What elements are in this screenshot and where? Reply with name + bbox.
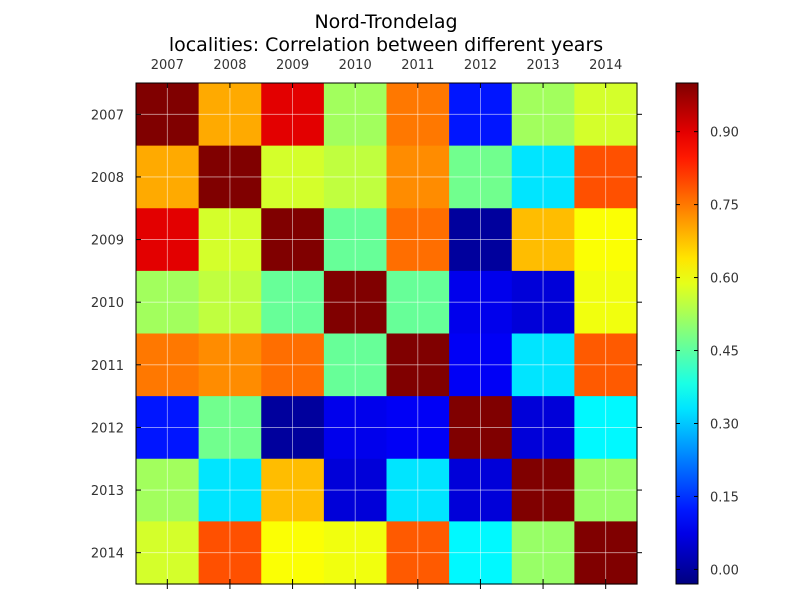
colorbar-gradient xyxy=(675,82,699,585)
x-tick-label: 2009 xyxy=(276,58,309,73)
y-tick-label: 2011 xyxy=(91,359,124,374)
x-tick-label: 2011 xyxy=(401,58,434,73)
plot-frame xyxy=(135,82,638,585)
colorbar-tick-label: 0.45 xyxy=(710,345,739,360)
y-tick-label: 2007 xyxy=(91,108,124,123)
x-tick-label: 2014 xyxy=(589,58,622,73)
y-tick-label: 2012 xyxy=(91,421,124,436)
heatmap-cells xyxy=(136,83,638,585)
y-axis-ticks: 2007 2008 2009 2010 2011 2012 2013 2014 xyxy=(91,108,642,562)
grid-lines xyxy=(136,83,637,584)
y-tick-label: 2014 xyxy=(91,547,124,562)
colorbar-tick-label: 0.00 xyxy=(710,563,739,578)
y-tick-label: 2009 xyxy=(91,234,124,249)
x-tick-label: 2013 xyxy=(527,58,560,73)
y-tick-label: 2010 xyxy=(91,296,124,311)
colorbar-tick-label: 0.75 xyxy=(710,199,739,214)
x-tick-label: 2008 xyxy=(213,58,246,73)
x-tick-label: 2012 xyxy=(464,58,497,73)
y-tick-label: 2013 xyxy=(91,484,124,499)
x-axis-ticks: 2007 2008 2009 2010 2011 2012 2013 2014 xyxy=(151,58,622,589)
colorbar-tick-label: 0.90 xyxy=(710,126,739,141)
chart-title: Nord-Trondelag xyxy=(314,11,457,33)
colorbar: 0.00 0.15 0.30 0.45 0.60 0.75 0.90 xyxy=(675,82,739,585)
colorbar-tick-label: 0.60 xyxy=(710,272,739,287)
colorbar-tick-label: 0.15 xyxy=(710,490,739,505)
x-tick-label: 2007 xyxy=(151,58,184,73)
colorbar-tick-label: 0.30 xyxy=(710,417,739,432)
chart-subtitle: localities: Correlation between differen… xyxy=(169,34,603,56)
y-tick-label: 2008 xyxy=(91,171,124,186)
x-tick-label: 2010 xyxy=(339,58,372,73)
